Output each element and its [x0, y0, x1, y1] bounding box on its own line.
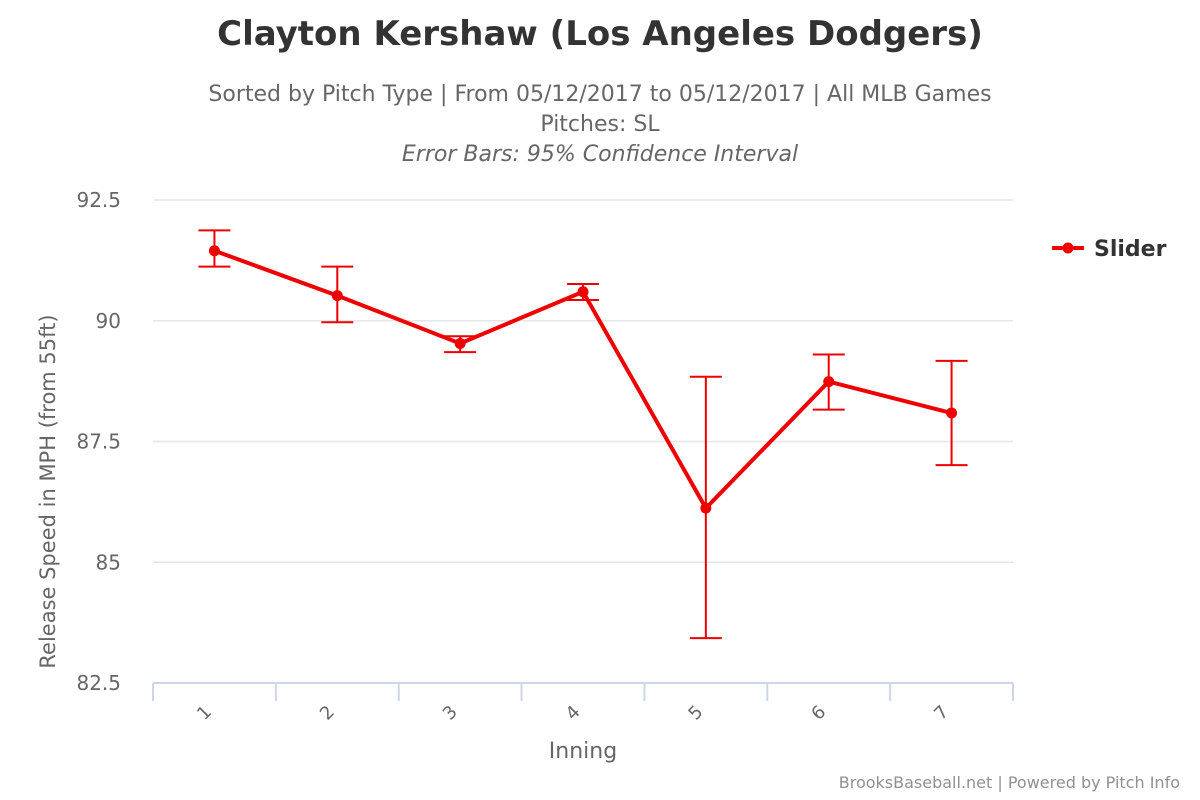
- data-point: [331, 290, 343, 302]
- data-point: [946, 407, 958, 419]
- y-tick-label: 87.5: [76, 430, 121, 454]
- data-point: [208, 245, 220, 257]
- y-axis-title: Release Speed in MPH (from 55ft): [36, 314, 60, 668]
- chart-subtitle-pitches: Pitches: SL: [540, 112, 660, 137]
- x-tick-label: 1: [193, 702, 216, 725]
- data-point: [700, 502, 712, 514]
- y-tick-label: 92.5: [76, 188, 121, 212]
- x-tick-label: 6: [807, 702, 830, 725]
- data-point: [454, 337, 466, 349]
- x-axis-title: Inning: [549, 739, 617, 764]
- legend-marker: [1062, 242, 1074, 254]
- y-tick-label: 82.5: [76, 671, 121, 695]
- legend-item-slider[interactable]: Slider: [1094, 237, 1167, 262]
- x-tick-label: 5: [684, 702, 707, 725]
- x-tick-label: 3: [439, 702, 462, 725]
- data-point: [823, 376, 835, 388]
- y-tick-label: 90: [96, 309, 121, 333]
- error-bar-note: Error Bars: 95% Confidence Interval: [401, 142, 799, 167]
- y-tick-label: 85: [96, 550, 121, 574]
- chart-subtitle: Sorted by Pitch Type | From 05/12/2017 t…: [208, 82, 992, 107]
- data-point: [577, 286, 589, 298]
- x-tick-label: 7: [930, 702, 953, 725]
- chart-title: Clayton Kershaw (Los Angeles Dodgers): [217, 14, 983, 54]
- x-tick-label: 2: [316, 702, 339, 725]
- credit-text[interactable]: BrooksBaseball.net | Powered by Pitch In…: [838, 773, 1180, 792]
- x-tick-label: 4: [562, 702, 585, 725]
